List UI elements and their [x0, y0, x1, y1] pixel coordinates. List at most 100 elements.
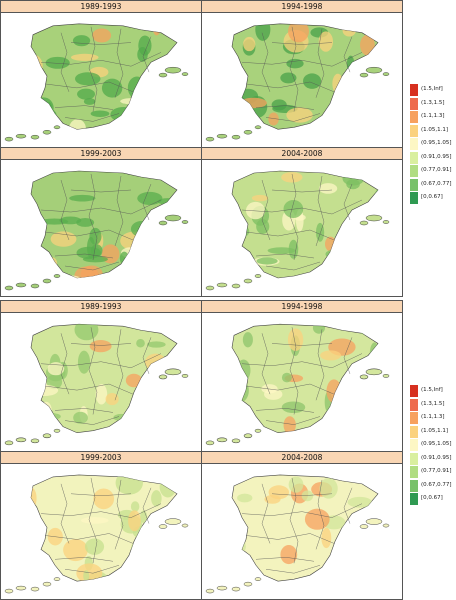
mainland-spain — [30, 323, 178, 434]
balearic-island — [365, 214, 383, 222]
balearic-island — [164, 368, 182, 376]
spain-map — [202, 464, 402, 599]
province-border — [255, 105, 315, 110]
canary-island — [30, 586, 40, 592]
province-border — [343, 337, 353, 374]
canary-island — [216, 437, 228, 443]
canary-island — [15, 282, 27, 288]
balearic-island — [181, 523, 189, 528]
map-panel-1994-1998: 1994-1998 — [201, 300, 403, 452]
panel-grid: 1989-1993 1994-1998 1999-2003 2004-2008 — [0, 300, 403, 600]
panel-title: 1999-2003 — [1, 148, 201, 160]
balearic-island — [365, 66, 383, 74]
legend-swatch — [410, 124, 418, 137]
canary-island — [254, 428, 262, 433]
legend-swatch — [410, 111, 418, 123]
canary-island — [30, 283, 40, 289]
balearic-island — [382, 374, 390, 378]
spain-map — [202, 13, 402, 147]
balearic-island — [365, 518, 383, 525]
map-panel-1989-1993: 1989-1993 — [0, 0, 202, 148]
canary-island — [15, 437, 27, 443]
spain-map — [1, 313, 201, 451]
legend-label: (0.67,0.77] — [421, 481, 452, 488]
canary-island — [4, 136, 14, 142]
balearic-island — [382, 523, 390, 528]
balearic-island — [359, 524, 369, 529]
mainland-spain — [231, 323, 379, 434]
spain-map — [1, 13, 201, 147]
legend-swatch — [410, 138, 418, 150]
canary-island — [42, 130, 52, 135]
province-border — [44, 533, 134, 544]
province-border — [289, 173, 299, 261]
canary-island — [216, 133, 228, 139]
canary-island — [231, 438, 241, 444]
legend-swatch — [410, 192, 418, 204]
map-svg — [4, 23, 189, 142]
panel-title: 2004-2008 — [202, 148, 402, 160]
legend-label: (0.67,0.77] — [421, 180, 452, 187]
legend-item: (1.3,1.5] — [410, 97, 456, 111]
canary-island — [4, 440, 14, 446]
province-border — [142, 36, 152, 73]
canary-island — [15, 133, 27, 139]
canary-island — [231, 134, 241, 140]
balearic-island — [158, 220, 168, 226]
legend-label: (1.5,Inf] — [421, 86, 443, 92]
legend-item: (1.05,1.1] — [410, 124, 456, 138]
balearic-island — [181, 72, 189, 76]
province-border — [54, 408, 114, 413]
province-border — [70, 493, 132, 496]
legend-item: (0.95,1.05] — [410, 438, 456, 452]
legend-swatch — [410, 466, 418, 478]
canary-island — [30, 438, 40, 444]
legend-item: (1.05,1.1] — [410, 425, 456, 439]
color-legend: (1.5,Inf] (1.3,1.5] (1.1,1.3] (1.05,1.1] (0.… — [410, 83, 456, 205]
province-border — [64, 565, 120, 574]
spain-map — [1, 464, 201, 599]
legend-label: (1.05,1.1] — [421, 427, 449, 434]
province-border — [88, 477, 98, 564]
legend-swatch — [410, 493, 418, 505]
canary-island — [243, 433, 253, 439]
legend-item: (0.77,0.91] — [410, 164, 456, 178]
province-border — [245, 81, 335, 93]
map-figure-bottom: 1989-1993 1994-1998 1999-2003 2004-2008 … — [0, 300, 456, 600]
map-panel-2004-2008: 2004-2008 — [201, 147, 403, 297]
province-border — [142, 183, 152, 221]
legend-label: (1.3,1.5] — [421, 400, 445, 407]
legend-label: (0.95,1.05] — [421, 140, 452, 146]
province-border — [241, 52, 363, 67]
legend-label: (1.05,1.1] — [421, 126, 449, 133]
legend-swatch — [410, 439, 418, 451]
map-svg — [205, 23, 390, 142]
province-border — [142, 487, 152, 524]
map-svg — [205, 323, 390, 446]
spain-map — [202, 160, 402, 296]
panel-title: 2004-2008 — [202, 452, 402, 464]
legend-item: (0.91,0.95] — [410, 452, 456, 466]
balearic-island — [181, 220, 189, 224]
legend-item: (1.3,1.5] — [410, 398, 456, 412]
province-border — [88, 173, 98, 261]
balearic-island — [181, 374, 189, 378]
canary-island — [53, 274, 61, 278]
legend-label: (0.95,1.05] — [421, 441, 452, 447]
canary-island — [53, 577, 61, 581]
legend-label: (0.77,0.91] — [421, 468, 452, 474]
canary-island — [4, 285, 14, 291]
panel-title: 1994-1998 — [202, 301, 402, 313]
canary-island — [42, 278, 52, 284]
province-border — [245, 533, 335, 544]
legend-swatch — [410, 385, 418, 397]
canary-island — [4, 588, 14, 594]
province-border — [265, 416, 321, 425]
province-border — [255, 408, 315, 413]
spain-map — [1, 160, 201, 296]
province-border — [255, 253, 315, 259]
balearic-island — [359, 220, 369, 226]
balearic-island — [164, 66, 182, 74]
canary-island — [231, 283, 241, 289]
province-border — [271, 189, 333, 193]
